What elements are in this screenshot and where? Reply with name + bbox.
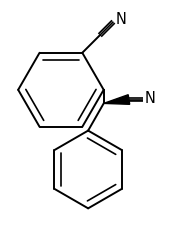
Polygon shape — [104, 95, 130, 104]
Text: N: N — [145, 91, 155, 106]
Text: N: N — [115, 12, 126, 27]
